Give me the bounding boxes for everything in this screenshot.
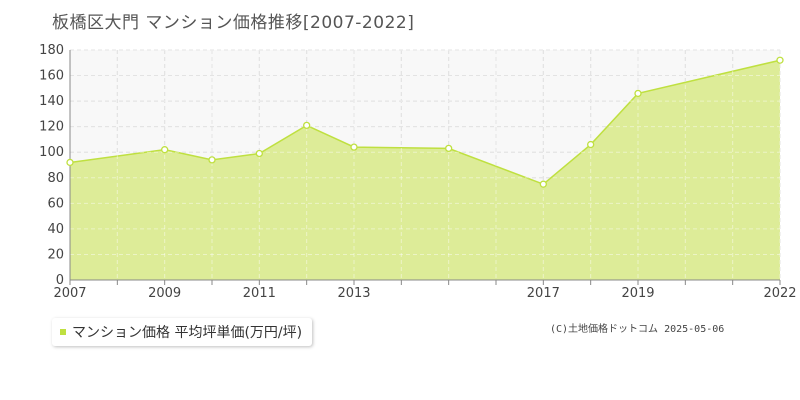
y-tick-label: 160 [39, 69, 64, 84]
data-point [776, 56, 784, 64]
data-point [161, 146, 169, 154]
x-tick-label: 2007 [53, 286, 86, 301]
x-tick-label: 2013 [337, 286, 370, 301]
legend-label: マンション価格 平均坪単価(万円/坪) [72, 325, 303, 341]
x-tick-label: 2011 [243, 286, 276, 301]
credit-text: (C)土地価格ドットコム 2025-05-06 [550, 324, 725, 335]
series-area [70, 60, 780, 280]
y-tick-label: 120 [39, 120, 64, 135]
data-point [587, 140, 595, 149]
x-tick-label: 2009 [148, 286, 181, 301]
chart-title: 板橋区大門 マンション価格推移[2007-2022] [52, 13, 415, 33]
y-tick-label: 20 [47, 247, 64, 262]
x-tick-label: 2017 [527, 286, 560, 301]
data-point [303, 121, 311, 130]
y-tick-label: 40 [47, 222, 64, 237]
x-tick-label: 2022 [763, 286, 796, 301]
data-point [445, 144, 453, 153]
chart-legend: マンション価格 平均坪単価(万円/坪) [52, 318, 313, 346]
y-tick-label: 0 [56, 273, 64, 288]
data-point [66, 158, 74, 167]
data-point [208, 156, 216, 164]
legend-swatch [60, 329, 66, 335]
x-tick-label: 2019 [621, 286, 654, 301]
data-point [255, 149, 263, 158]
y-tick-label: 60 [47, 196, 64, 211]
y-tick-label: 140 [39, 94, 64, 109]
data-point [539, 180, 547, 188]
data-point [634, 89, 642, 98]
y-tick-label: 180 [39, 43, 64, 58]
y-tick-label: 80 [47, 171, 64, 186]
data-point [350, 143, 358, 151]
y-tick-label: 100 [39, 145, 64, 160]
